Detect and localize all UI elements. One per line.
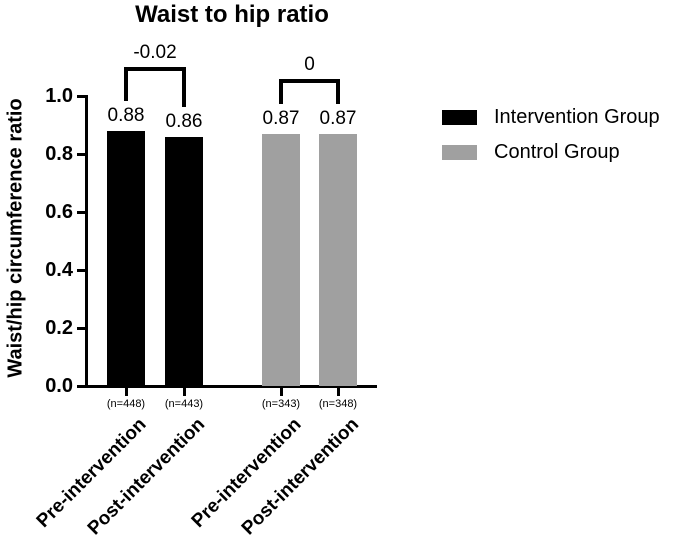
y-tick-mark [77, 385, 85, 388]
bar-n-label: (n=348) [318, 398, 358, 410]
legend-label: Control Group [494, 141, 620, 163]
bar-value-label: 0.86 [165, 111, 203, 132]
y-tick-mark [77, 269, 85, 272]
comparison-bracket-leg [124, 71, 128, 101]
y-tick-mark [77, 95, 85, 98]
bar-value-label: 0.88 [107, 105, 145, 126]
y-tick-label: 0.0 [45, 375, 73, 397]
y-tick-mark [77, 153, 85, 156]
legend-item-control-group: Control Group [442, 141, 660, 163]
y-tick-label: 0.6 [45, 201, 73, 223]
y-tick-label: 0.4 [45, 259, 73, 281]
legend-label: Intervention Group [494, 106, 660, 128]
legend-swatch-intervention-group [442, 110, 477, 125]
bar-n-label: (n=448) [106, 398, 146, 410]
y-tick-label: 0.2 [45, 317, 73, 339]
y-axis-line [85, 95, 88, 388]
bar-n-label: (n=443) [164, 398, 204, 410]
bar-value-label: 0.87 [319, 108, 357, 129]
y-tick-mark [77, 327, 85, 330]
bar-value-label: 0.87 [262, 108, 300, 129]
comparison-bracket-leg [182, 71, 186, 107]
comparison-label: 0 [304, 54, 315, 75]
x-axis-line [85, 385, 377, 388]
y-tick-label: 0.8 [45, 143, 73, 165]
comparison-bracket-bar [124, 67, 186, 71]
bar-n-label: (n=343) [261, 398, 301, 410]
x-tick-mark [183, 388, 186, 396]
bar-intervention-group-pre-intervention [107, 131, 145, 386]
comparison-bracket-bar [279, 79, 340, 83]
x-tick-mark [280, 388, 283, 396]
y-tick-mark [77, 211, 85, 214]
chart-title: Waist to hip ratio [135, 1, 329, 28]
comparison-bracket-leg [336, 83, 340, 104]
bar-intervention-group-post-intervention [165, 137, 203, 386]
comparison-label: -0.02 [133, 42, 177, 63]
x-tick-mark [125, 388, 128, 396]
legend-swatch-control-group [442, 145, 477, 160]
comparison-bracket-leg [279, 83, 283, 104]
bar-control-group-post-intervention [319, 134, 357, 386]
y-tick-label: 1.0 [45, 85, 73, 107]
x-tick-mark [337, 388, 340, 396]
bar-control-group-pre-intervention [262, 134, 300, 386]
legend-item-intervention-group: Intervention Group [442, 106, 660, 128]
legend: Intervention Group Control Group [442, 106, 660, 180]
